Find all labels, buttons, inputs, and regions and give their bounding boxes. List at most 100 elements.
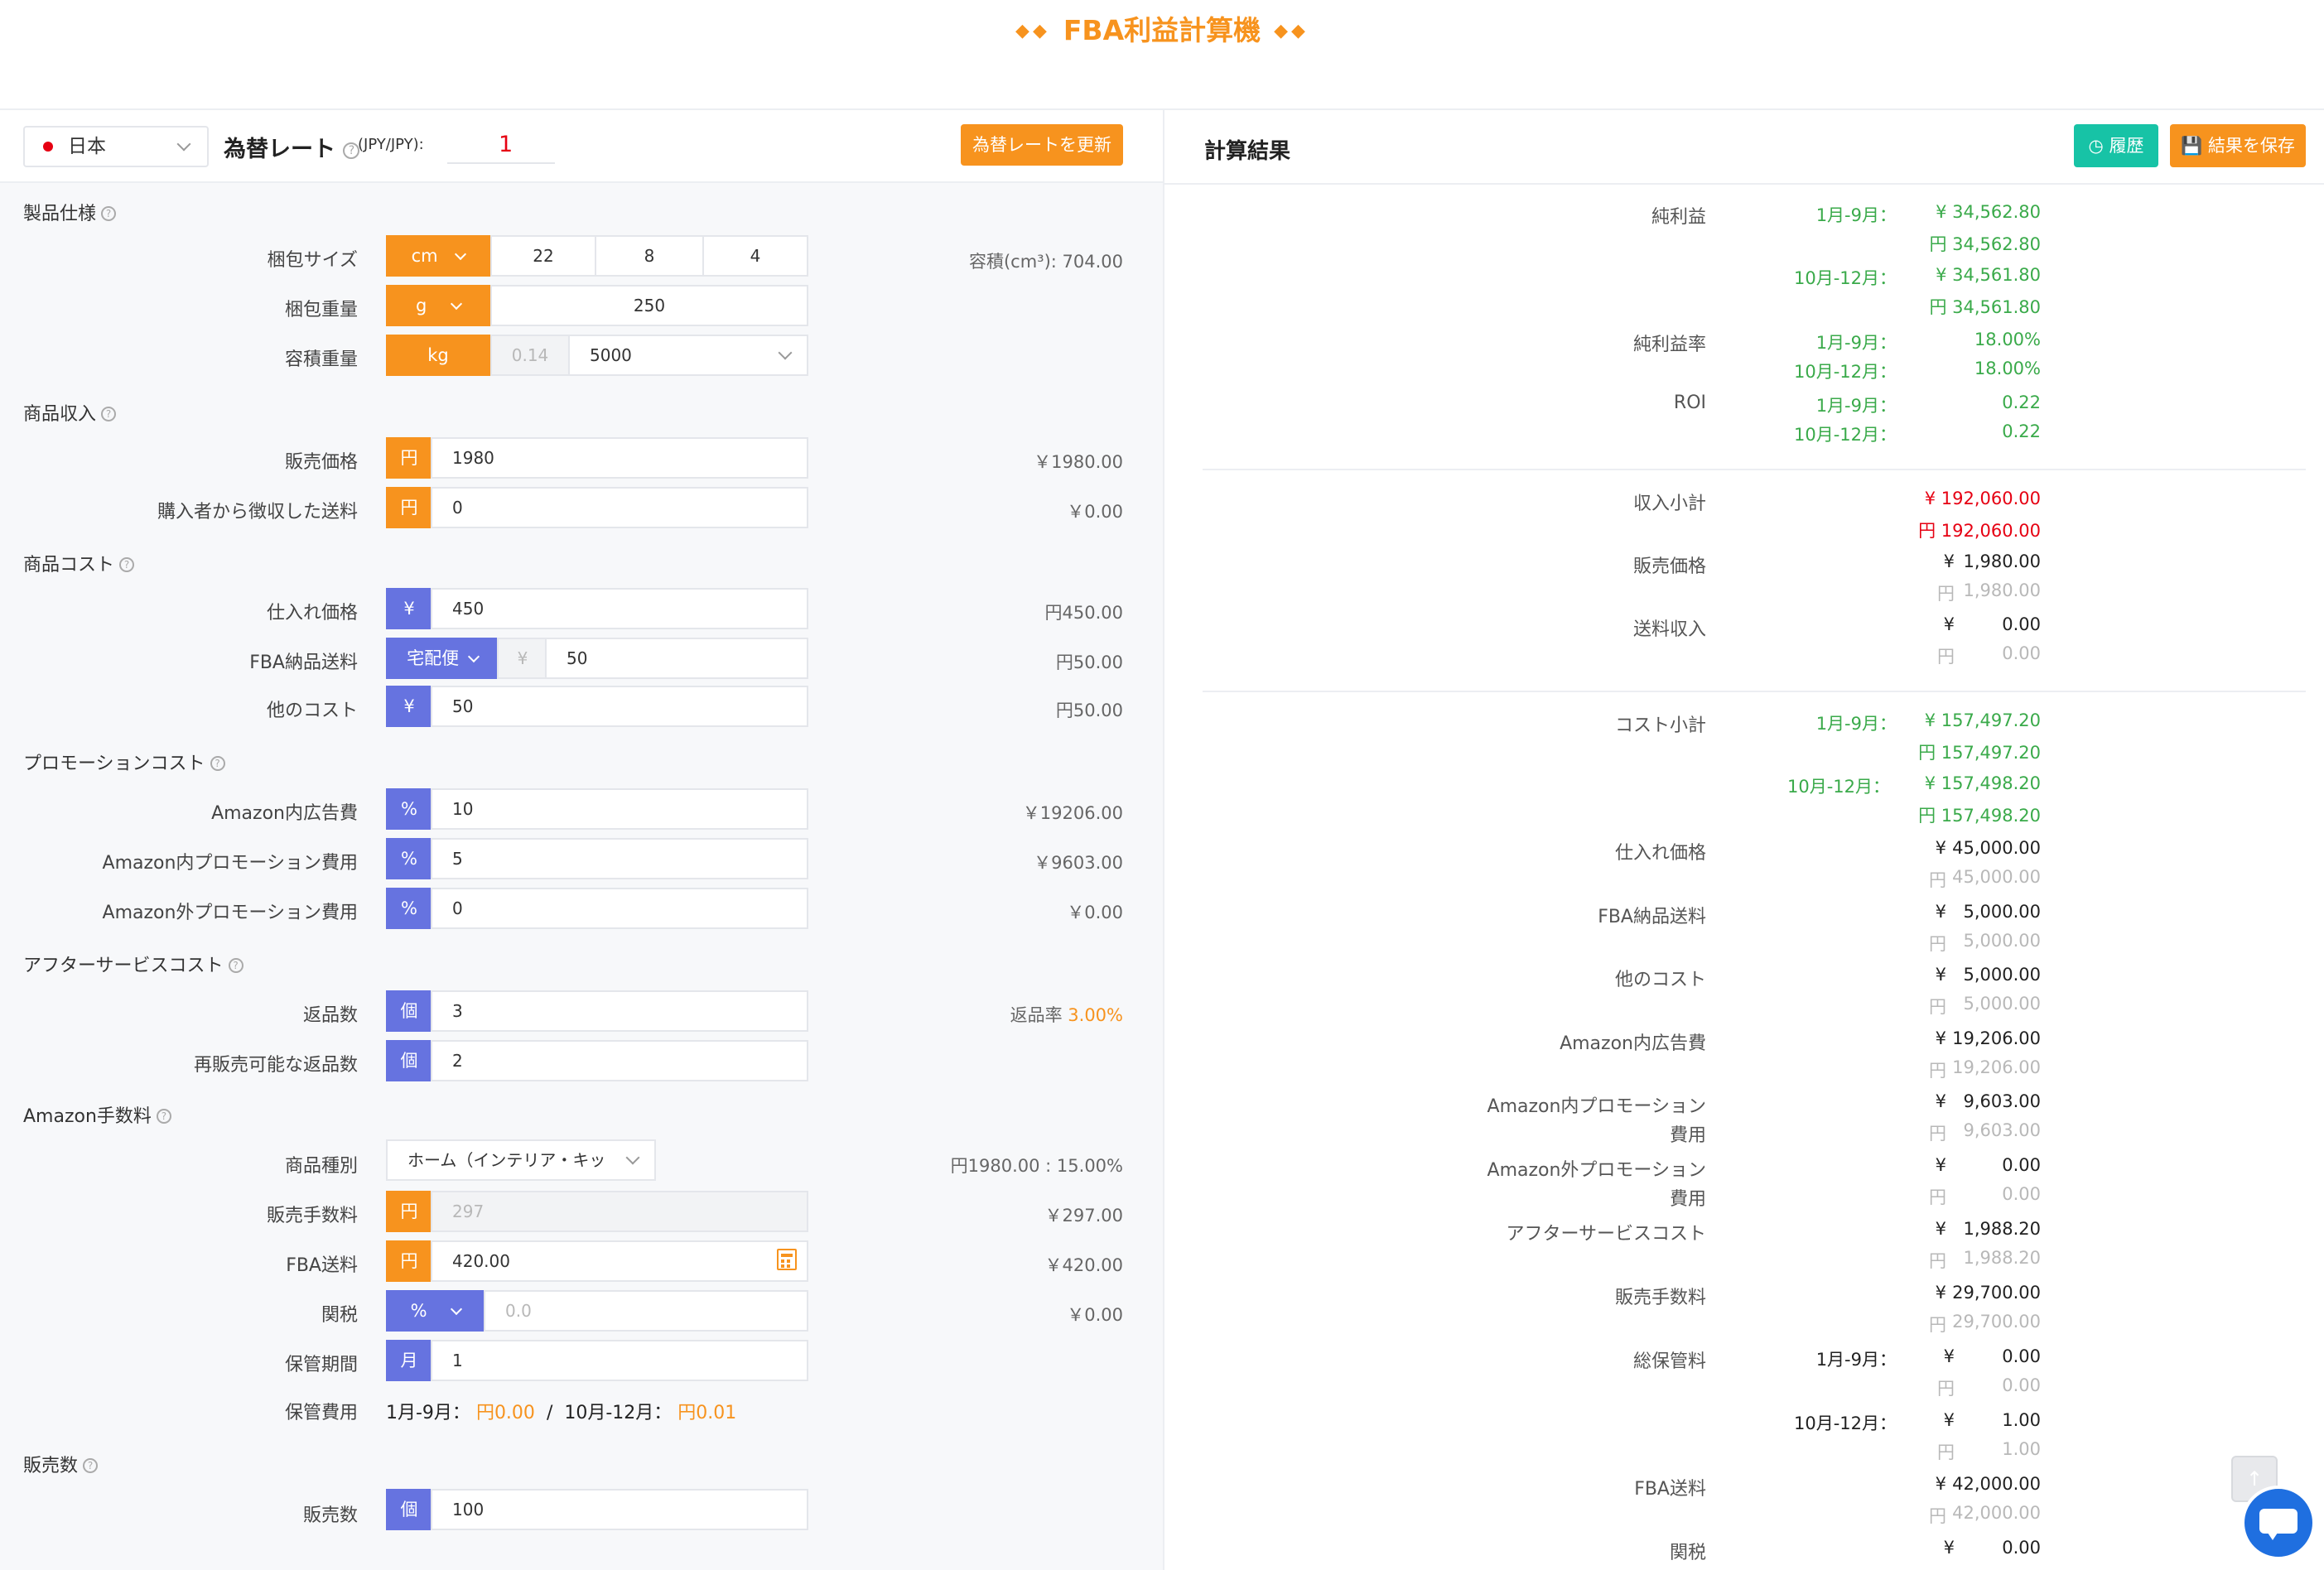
storage-period-label: 保管期間 — [284, 1355, 358, 1375]
calculator-icon[interactable] — [777, 1249, 797, 1270]
chat-button[interactable] — [2241, 1486, 2316, 1560]
save-icon: 💾 — [2181, 136, 2203, 156]
res-fba-inbound-yen-sym: ¥ — [1935, 902, 1946, 922]
res-in-promo-label: Amazon内プロモーション — [1487, 1096, 1706, 1117]
fba-inbound-shipping-input[interactable]: 50 — [545, 638, 808, 679]
help-icon[interactable]: ? — [343, 142, 360, 159]
history-button[interactable]: ◷ 履歴 — [2074, 124, 2158, 167]
section-spec-title: 製品仕様 — [23, 204, 97, 224]
out-promo-input[interactable]: 0 — [431, 888, 808, 929]
exchange-rate-input[interactable]: 1 — [447, 126, 555, 164]
storage-fee-values: 1月-9月： 円0.00 / 10月-12月： 円0.01 — [386, 1398, 736, 1424]
commission-result: ￥297.00 — [1044, 1206, 1123, 1226]
sales-count-input[interactable]: 100 — [431, 1489, 808, 1530]
purchase-price-input[interactable]: 450 — [431, 588, 808, 629]
size-height-input[interactable]: 4 — [702, 235, 808, 277]
country-select[interactable]: 日本 — [23, 126, 209, 167]
returns-input[interactable]: 3 — [431, 990, 808, 1032]
help-icon[interactable]: ? — [156, 1109, 171, 1124]
res-fba-fee-yen: 42,000.00 — [1952, 1474, 2041, 1494]
cost-p2-label: 10月-12月： — [1786, 777, 1890, 797]
help-icon[interactable]: ? — [101, 407, 117, 421]
res-shipping-income-yen-sym: ¥ — [1943, 614, 1955, 634]
help-icon[interactable]: ? — [228, 958, 243, 973]
sales-count-label: 販売数 — [302, 1505, 358, 1526]
tariff-unit-select[interactable]: % — [386, 1290, 485, 1332]
cost-p1-en: 円 157,497.20 — [1918, 743, 2041, 763]
storage-fee-p1-value: 円0.00 — [475, 1403, 535, 1423]
results-title: 計算結果 — [1204, 139, 1291, 164]
exchange-rate-label-text: 為替レート — [224, 137, 335, 162]
res-shipping-income-en-sym: 円 — [1937, 647, 1955, 667]
res-storage-p2-yen: 1.00 — [2002, 1410, 2041, 1430]
storage-period-input[interactable]: 1 — [431, 1340, 808, 1381]
update-rate-button[interactable]: 為替レートを更新 — [961, 124, 1123, 166]
net-profit-p1-en: 円 34,562.80 — [1929, 234, 2041, 254]
resellable-returns-input[interactable]: 2 — [431, 1040, 808, 1081]
res-sale-price-yen-sym: ¥ — [1943, 551, 1955, 571]
fba-inbound-shipping-result: 円50.00 — [1055, 653, 1123, 672]
section-cost: 商品コスト? — [23, 550, 135, 576]
other-cost-input[interactable]: 50 — [431, 686, 808, 727]
net-profit-p1-label: 1月-9月： — [1815, 205, 1897, 225]
roi-p1-label: 1月-9月： — [1815, 396, 1897, 416]
ad-cost-label: Amazon内広告費 — [211, 803, 358, 824]
history-button-label: 履歴 — [2109, 136, 2144, 156]
res-shipping-income-label: 送料収入 — [1632, 619, 1706, 640]
section-sales-title: 販売数 — [23, 1456, 79, 1476]
volweight-divisor-select[interactable]: 5000 — [568, 335, 808, 376]
res-sale-price-yen: 1,980.00 — [1963, 551, 2041, 571]
save-result-button[interactable]: 💾 結果を保存 — [2170, 124, 2306, 167]
res-storage-p2-yen-sym: ¥ — [1943, 1410, 1955, 1430]
buyer-shipping-input[interactable]: 0 — [431, 487, 808, 528]
shipping-method-select[interactable]: 宅配便 — [386, 638, 499, 679]
fba-inbound-currency: ¥ — [497, 638, 548, 679]
in-promo-input[interactable]: 5 — [431, 838, 808, 879]
weight-unit-value: g — [415, 296, 427, 315]
margin-p1-label: 1月-9月： — [1815, 333, 1897, 353]
storage-fee-p2-value: 円0.01 — [677, 1403, 737, 1423]
other-cost-label: 他のコスト — [266, 701, 358, 721]
res-out-promo-label: Amazon外プロモーション — [1487, 1160, 1706, 1181]
fba-fee-input[interactable]: 420.00 — [431, 1240, 808, 1282]
res-fba-fee-yen-sym: ¥ — [1935, 1474, 1946, 1494]
help-icon[interactable]: ? — [101, 206, 117, 221]
weight-unit-select[interactable]: g — [386, 285, 490, 326]
sales-count-unit: 個 — [386, 1489, 432, 1530]
margin-p2-label: 10月-12月： — [1793, 362, 1897, 382]
ad-cost-input[interactable]: 10 — [431, 788, 808, 830]
res-tariff-yen: 0.00 — [2002, 1538, 2041, 1558]
help-icon[interactable]: ? — [83, 1458, 99, 1473]
size-width-input[interactable]: 8 — [595, 235, 704, 277]
chevron-down-icon — [176, 137, 191, 152]
res-storage-p1-yen-sym: ¥ — [1943, 1346, 1955, 1366]
cost-p2-en: 円 157,498.20 — [1918, 806, 2041, 826]
res-other-cost-en-sym: 円 — [1929, 997, 1946, 1017]
package-weight-label: 梱包重量 — [284, 300, 358, 320]
help-icon[interactable]: ? — [119, 557, 135, 572]
shipping-method-value: 宅配便 — [407, 648, 460, 668]
tariff-input[interactable]: 0.0 — [484, 1290, 808, 1332]
cost-p1-yen: ¥ 157,497.20 — [1924, 710, 2041, 730]
res-in-promo-yen: 9,603.00 — [1963, 1091, 2041, 1111]
res-sale-price-label: 販売価格 — [1632, 556, 1706, 577]
res-in-promo-en-sym: 円 — [1929, 1124, 1946, 1144]
sale-price-input[interactable]: 1980 — [431, 437, 808, 479]
res-commission-yen: 29,700.00 — [1952, 1283, 2041, 1303]
size-unit-select[interactable]: cm — [386, 235, 490, 277]
size-length-input[interactable]: 22 — [490, 235, 596, 277]
category-select[interactable]: ホーム（インテリア・キッ — [386, 1139, 656, 1181]
tariff-unit-value: % — [410, 1301, 427, 1321]
res-sale-price-en: 1,980.00 — [1963, 580, 2041, 600]
chevron-down-icon — [450, 297, 463, 311]
section-sales: 販売数? — [23, 1451, 99, 1477]
arrow-up-icon: ↑ — [2245, 1467, 2264, 1491]
in-promo-result: ￥9603.00 — [1034, 853, 1123, 873]
res-ad-cost-yen: 19,206.00 — [1952, 1028, 2041, 1048]
sale-price-result: ￥1980.00 — [1034, 452, 1123, 472]
help-icon[interactable]: ? — [210, 756, 225, 771]
weight-input[interactable]: 250 — [490, 285, 808, 326]
res-other-cost-yen: 5,000.00 — [1963, 965, 2041, 985]
res-in-promo-en: 9,603.00 — [1963, 1120, 2041, 1140]
chevron-down-icon — [625, 1150, 640, 1165]
